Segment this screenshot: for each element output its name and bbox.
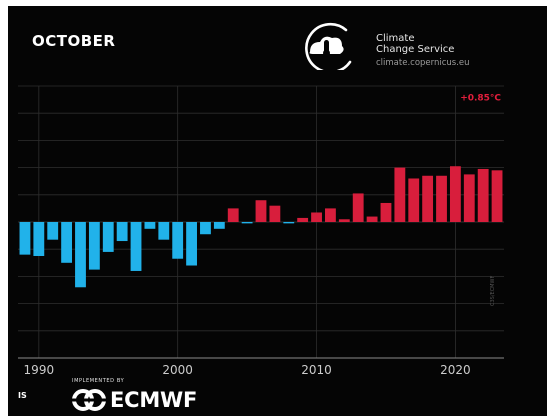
bar-1995 bbox=[102, 222, 114, 252]
copernicus-logo-icon bbox=[305, 22, 352, 70]
brand-name: Climate Change Service bbox=[376, 33, 454, 55]
bar-2000 bbox=[172, 222, 184, 259]
bar-2007 bbox=[269, 205, 281, 222]
value-annotation: +0.85°C bbox=[460, 93, 501, 103]
bar-1996 bbox=[116, 222, 128, 242]
credit-text: C3S/ECMWF bbox=[490, 275, 496, 306]
bar-2019 bbox=[436, 175, 447, 222]
bar-2006 bbox=[255, 200, 267, 222]
bar-2005 bbox=[241, 222, 253, 224]
bar-2022 bbox=[477, 168, 489, 222]
bar-2021 bbox=[463, 174, 475, 222]
bar-1994 bbox=[88, 222, 100, 270]
bar-1993 bbox=[75, 222, 86, 288]
brand-url: climate.copernicus.eu bbox=[376, 58, 470, 68]
brand-line-1: Climate bbox=[376, 33, 415, 44]
bar-2009 bbox=[297, 217, 309, 222]
bar-1990 bbox=[33, 222, 45, 256]
x-tick-label-2000: 2000 bbox=[162, 363, 193, 377]
x-tick-label-2020: 2020 bbox=[440, 363, 471, 377]
bar-2013 bbox=[352, 193, 364, 222]
implemented-by-label: IMPLEMENTED BY bbox=[72, 378, 125, 384]
bar-2020 bbox=[449, 166, 461, 222]
bar-2001 bbox=[186, 222, 197, 266]
bar-2023 bbox=[491, 170, 503, 222]
bar-2002 bbox=[200, 222, 211, 235]
bar-2010 bbox=[311, 212, 322, 222]
bar-2017 bbox=[408, 178, 420, 222]
x-tick-label-2010: 2010 bbox=[301, 363, 332, 377]
bar-2016 bbox=[394, 167, 406, 222]
bar-2003 bbox=[213, 222, 225, 229]
ecmwf-emblem-icon bbox=[72, 389, 106, 411]
bar-1992 bbox=[61, 222, 73, 263]
bar-2004 bbox=[227, 208, 239, 222]
chart-title: OCTOBER bbox=[32, 32, 116, 50]
bar-2012 bbox=[338, 219, 350, 222]
bar-1991 bbox=[47, 222, 59, 240]
bar-1998 bbox=[144, 222, 156, 229]
cs-mark: IS bbox=[18, 391, 27, 400]
bar-2014 bbox=[366, 216, 378, 222]
bar-1997 bbox=[130, 222, 142, 271]
bar-2011 bbox=[325, 208, 336, 222]
ecmwf-logo: ECMWF bbox=[72, 387, 197, 413]
ecmwf-wordmark: ECMWF bbox=[110, 388, 198, 412]
bar-1989 bbox=[19, 222, 31, 255]
bar-2018 bbox=[422, 175, 434, 222]
x-tick-label-1990: 1990 bbox=[24, 363, 55, 377]
bar-2008 bbox=[283, 222, 295, 224]
chart-plot: 1990 2000 2010 2020 +0.85°C bbox=[18, 85, 504, 377]
chart-panel: 1990 2000 2010 2020 +0.85°C OCTOBER Climate … bbox=[8, 6, 547, 416]
brand-line-2: Change Service bbox=[376, 44, 455, 55]
bar-1999 bbox=[158, 222, 170, 240]
bar-2015 bbox=[380, 202, 392, 222]
